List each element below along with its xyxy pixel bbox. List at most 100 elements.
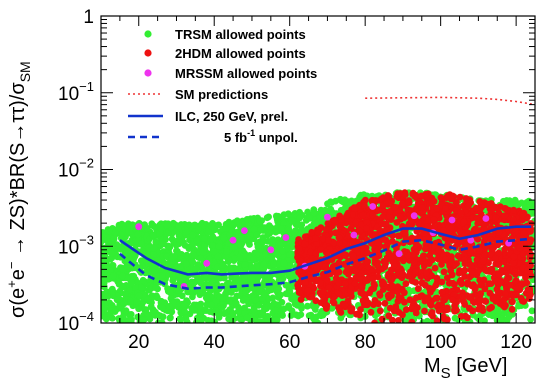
- trsm-point: [230, 243, 238, 251]
- trsm-point: [229, 222, 237, 230]
- trsm-point: [118, 220, 126, 228]
- trsm-point: [169, 272, 177, 280]
- trsm-point: [153, 294, 161, 302]
- trsm-point: [246, 236, 253, 244]
- twohdm-point: [415, 220, 423, 228]
- trsm-point: [285, 290, 292, 298]
- trsm-point: [119, 283, 127, 291]
- trsm-point: [196, 317, 203, 323]
- trsm-point: [301, 227, 309, 235]
- twohdm-point: [495, 271, 503, 279]
- trsm-point: [272, 306, 279, 314]
- trsm-point: [195, 302, 203, 310]
- trsm-point: [253, 231, 261, 239]
- twohdm-point: [297, 296, 305, 303]
- trsm-point: [127, 316, 135, 323]
- trsm-point: [123, 249, 131, 256]
- trsm-point: [197, 279, 205, 287]
- trsm-point: [101, 280, 105, 288]
- twohdm-point: [422, 191, 430, 198]
- trsm-point: [263, 214, 271, 222]
- twohdm-point: [522, 274, 529, 281]
- twohdm-point: [509, 298, 516, 306]
- twohdm-point: [526, 288, 534, 296]
- twohdm-point: [495, 249, 503, 257]
- twohdm-point: [482, 298, 490, 305]
- trsm-point: [250, 256, 257, 264]
- trsm-point: [337, 314, 345, 322]
- twohdm-point: [511, 267, 518, 275]
- twohdm-point: [477, 290, 485, 297]
- trsm-point: [226, 298, 234, 305]
- twohdm-point: [357, 306, 364, 313]
- twohdm-point: [454, 252, 462, 260]
- trsm-point: [225, 257, 233, 264]
- twohdm-point: [454, 241, 461, 248]
- trsm-point: [159, 272, 166, 279]
- trsm-point: [121, 291, 129, 298]
- twohdm-point: [416, 293, 424, 301]
- twohdm-point: [307, 268, 315, 276]
- twohdm-point: [453, 198, 460, 206]
- trsm-point: [234, 265, 241, 273]
- trsm-point: [210, 248, 218, 256]
- trsm-point: [151, 266, 158, 274]
- trsm-point: [169, 219, 177, 227]
- trsm-point: [145, 244, 153, 252]
- twohdm-point: [494, 288, 502, 296]
- trsm-point: [249, 275, 256, 283]
- trsm-point: [266, 224, 274, 231]
- trsm-point: [274, 218, 282, 226]
- twohdm-point: [357, 270, 365, 278]
- trsm-point: [190, 221, 198, 229]
- trsm-point: [288, 217, 296, 225]
- trsm-point: [199, 248, 207, 256]
- trsm-point: [277, 291, 284, 299]
- trsm-point: [155, 311, 162, 319]
- trsm-point: [216, 293, 224, 300]
- twohdm-point: [351, 205, 358, 213]
- scatter-points: [101, 189, 535, 323]
- trsm-point: [476, 312, 484, 320]
- twohdm-point: [330, 239, 338, 247]
- trsm-point: [175, 222, 183, 230]
- trsm-point: [120, 300, 128, 308]
- twohdm-point: [421, 307, 428, 315]
- trsm-point: [451, 314, 459, 322]
- trsm-point: [423, 317, 431, 323]
- trsm-point: [232, 299, 240, 307]
- trsm-point: [135, 305, 143, 313]
- trsm-point: [256, 217, 264, 225]
- trsm-point: [106, 310, 114, 318]
- twohdm-point: [335, 259, 343, 267]
- twohdm-point: [319, 235, 327, 243]
- twohdm-point: [385, 312, 393, 320]
- trsm-point: [527, 316, 534, 323]
- twohdm-point: [392, 303, 400, 311]
- trsm-point: [144, 296, 152, 304]
- twohdm-point: [432, 282, 440, 289]
- trsm-point: [144, 268, 152, 276]
- twohdm-point: [408, 318, 416, 323]
- trsm-point: [311, 304, 319, 312]
- trsm-point: [200, 235, 208, 242]
- twohdm-point: [408, 207, 415, 215]
- trsm-point: [166, 302, 173, 310]
- twohdm-point: [474, 235, 482, 243]
- trsm-point: [101, 253, 109, 261]
- trsm-point: [207, 301, 215, 309]
- trsm-point: [119, 272, 126, 280]
- trsm-point: [117, 245, 125, 253]
- trsm-point: [197, 255, 205, 262]
- trsm-point: [264, 277, 272, 285]
- trsm-point: [137, 283, 145, 291]
- trsm-point: [279, 311, 286, 319]
- trsm-point: [158, 304, 166, 311]
- trsm-point: [259, 234, 267, 242]
- twohdm-point: [475, 305, 482, 313]
- twohdm-point: [395, 293, 403, 301]
- twohdm-point: [412, 279, 420, 286]
- trsm-point: [156, 230, 163, 238]
- trsm-point: [111, 229, 119, 237]
